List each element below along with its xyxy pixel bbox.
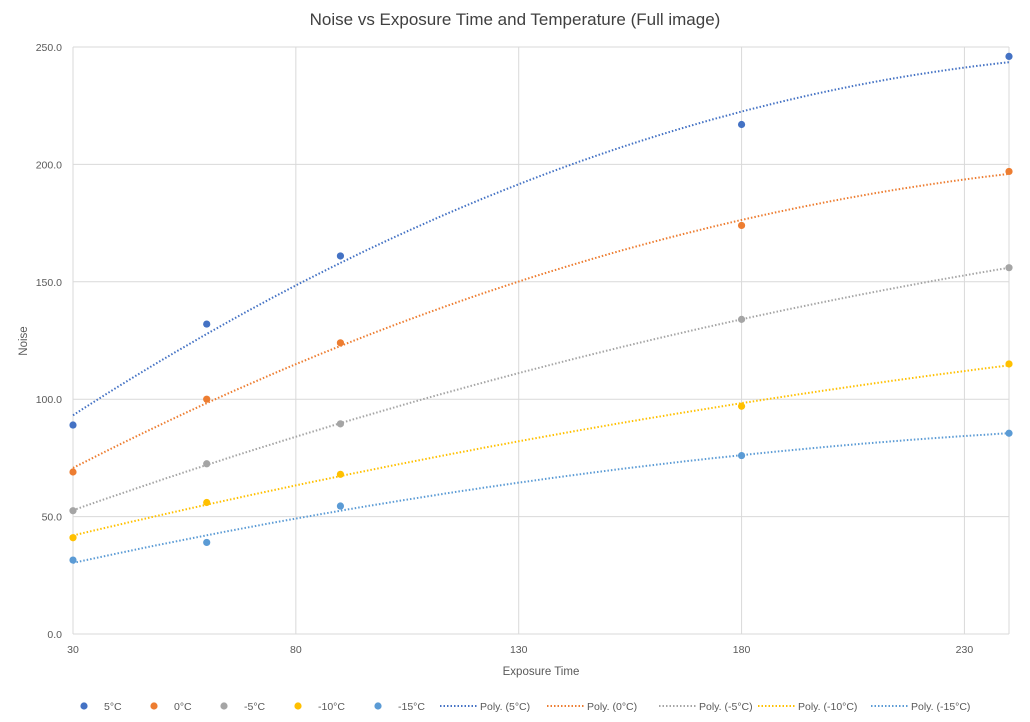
data-point (737, 315, 746, 323)
y-tick-label: 200.0 (36, 159, 62, 171)
trendlines (72, 61, 1010, 564)
data-point (69, 421, 77, 429)
y-tick-label: 250.0 (36, 42, 62, 54)
data-point (737, 451, 746, 460)
trendline-4 (72, 432, 1010, 564)
trendline-1 (72, 172, 1010, 469)
legend-marker (294, 702, 302, 710)
grid (72, 46, 1010, 635)
data-point (203, 320, 211, 328)
legend-marker (220, 702, 228, 710)
legend-marker (80, 702, 88, 710)
data-point (336, 339, 345, 347)
legend-label: -15°C (398, 701, 425, 713)
data-point (203, 538, 211, 547)
legend: 5°C 0°C -5°C -10°C -15°C Poly. (5°C) Poly. (0°… (80, 701, 970, 713)
data-point (336, 252, 345, 260)
data-point (336, 470, 345, 478)
x-tick-label: 230 (956, 644, 974, 656)
legend-label: -10°C (318, 701, 345, 713)
x-axis-label: Exposure Time (503, 666, 580, 678)
legend-marker (150, 702, 158, 710)
x-tick-label: 80 (290, 644, 302, 656)
data-points (69, 52, 1013, 564)
x-tick-label: 180 (733, 644, 751, 656)
legend-label: -5°C (244, 701, 266, 713)
legend-trendline-label: Poly. (5°C) (480, 701, 530, 713)
x-tick-label: 30 (67, 644, 79, 656)
data-point (69, 534, 77, 542)
legend-trendline-label: Poly. (0°C) (587, 701, 637, 713)
legend-label: 0°C (174, 701, 192, 713)
trendline-0 (72, 61, 1010, 417)
trendline-2 (72, 266, 1010, 512)
data-point (1005, 429, 1013, 437)
y-tick-label: 100.0 (36, 394, 62, 406)
data-point (203, 460, 211, 468)
legend-marker (374, 702, 382, 710)
chart-title: Noise vs Exposure Time and Temperature (… (310, 10, 721, 29)
y-tick-label: 0.0 (47, 629, 62, 641)
legend-label: 5°C (104, 701, 122, 713)
tick-labels: 0.0 50.0 100.0 150.0 200.0 250.0 30 80 130 180 230 (36, 42, 974, 656)
data-point (203, 498, 211, 507)
data-point (1005, 52, 1013, 60)
data-point (336, 420, 345, 428)
data-point (1005, 167, 1013, 176)
y-tick-label: 50.0 (42, 512, 63, 524)
data-point (737, 221, 746, 230)
data-point (336, 502, 345, 510)
legend-trendline-label: Poly. (-10°C) (798, 701, 857, 713)
legend-trendline-label: Poly. (-5°C) (699, 701, 753, 713)
trendline-3 (72, 364, 1010, 537)
data-point (203, 395, 211, 403)
data-point (737, 120, 746, 129)
legend-trendline-label: Poly. (-15°C) (911, 701, 970, 713)
data-point (1005, 360, 1013, 368)
data-point (737, 402, 746, 410)
y-tick-label: 150.0 (36, 277, 62, 289)
x-tick-label: 130 (510, 644, 528, 656)
data-point (69, 507, 77, 515)
data-point (69, 468, 77, 476)
y-axis-label: Noise (18, 326, 30, 355)
data-point (69, 556, 77, 564)
data-point (1005, 264, 1013, 272)
